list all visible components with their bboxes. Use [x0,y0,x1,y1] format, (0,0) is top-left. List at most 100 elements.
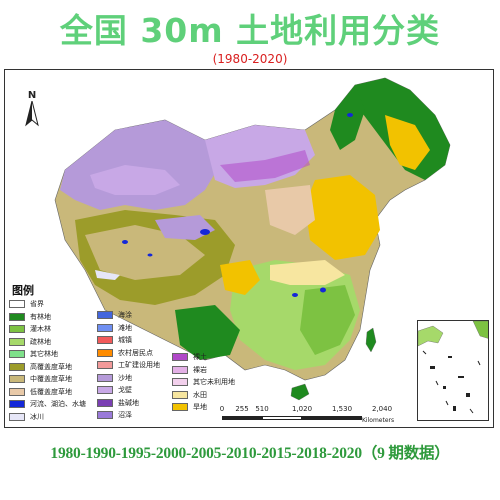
legend-item: 沼泽 [97,410,132,421]
legend-label: 农村居民点 [118,348,153,357]
inset-coast-east [472,321,488,339]
legend-swatch [172,378,188,386]
scale-bar-segment [262,416,302,420]
north-arrow: N [20,90,44,131]
legend-item: 旱地 [172,402,207,413]
legend-item: 有林地 [9,312,51,323]
legend-swatch [97,398,113,407]
legend-item: 农村居民点 [97,348,153,359]
legend-label: 海涂 [118,311,132,319]
sichuan-basin [220,260,260,295]
legend-label: 疏林地 [30,337,51,346]
northwest-desert-region [60,120,220,210]
inset-island [443,386,446,389]
tibet-lake-2 [147,253,153,257]
inset-island [458,376,464,378]
hulun-lake [347,113,353,117]
south-china-sea-inset-map [418,321,488,414]
china-land-use-map [54,77,451,401]
legend-label: 河流、湖泊、水塘 [30,400,86,408]
northeast-farmland [385,115,430,170]
legend-swatch [9,325,25,333]
legend-swatch [97,373,113,382]
legend-label: 灌木林 [30,325,51,333]
legend-label: 旱地 [193,403,207,411]
legend-label: 中覆盖度草地 [30,375,72,383]
scale-bar-tick-label: 2,040 [371,405,393,413]
legend-item: 省界 [9,299,44,310]
legend-item: 工矿建设用地 [97,360,160,371]
scale-bar-segment [302,416,362,420]
scale-bar-segment [222,416,262,420]
legend-swatch [9,312,25,321]
legend-item: 中覆盖度草地 [9,374,72,385]
inset-island [430,366,435,369]
legend-item: 沙地 [97,373,132,384]
map-title: 全国 30m 土地利用分类 [59,11,441,50]
north-china-plain [305,175,380,260]
poyang-lake [320,287,326,293]
legend-item: 低覆盖度草地 [9,387,72,398]
legend-label: 有林地 [30,312,51,321]
legend-item: 水田 [172,390,207,401]
greater-khingan-forest [330,85,365,150]
legend-label: 高覆盖度草地 [30,362,72,371]
legend-swatch [9,362,25,371]
inset-island [466,393,470,397]
glacier-area [95,270,120,280]
scale-bar-units: Kilometers [362,417,395,424]
legend-swatch [172,365,188,374]
legend-item: 盐碱地 [97,398,139,409]
legend-swatch [172,353,188,361]
legend-swatch [97,348,113,357]
yangtze-farmland [270,260,345,285]
legend-item: 戈壁 [97,385,132,396]
legend-label: 低覆盖度草地 [30,387,72,396]
tibet-lake-1 [122,240,128,244]
legend-label: 其它林地 [30,350,58,358]
north-arrow-label: N [27,90,37,101]
legend-item: 裸岩 [172,365,207,376]
legend-swatch [9,300,25,308]
scale-bar: 0 255 510 1,020 1,530 2,040 Kilometers [219,405,422,425]
scale-bar-tick-label: 1,530 [331,405,353,413]
legend-item: 城镇 [97,335,132,346]
scale-bar-tick-label: 510 [255,405,269,413]
legend-item: 河流、湖泊、水塘 [9,399,86,410]
legend-item: 疏林地 [9,337,51,348]
legend-label: 沙地 [118,373,132,382]
legend-label: 其它未利用地 [193,378,235,386]
legend-label: 裸土 [193,353,207,361]
yellow-river-basin [265,185,315,235]
legend-swatch [9,400,25,408]
scale-bar-tick-label: 0 [219,405,225,413]
south-china-sea-inset [417,320,489,421]
data-periods-footer: 1980-1990-1995-2000-2005-2010-2015-2018-… [50,445,450,462]
legend-item: 灌木林 [9,324,51,335]
legend-swatch [97,336,113,344]
inset-island [448,356,452,358]
legend-label: 盐碱地 [118,398,139,407]
legend-swatch [172,390,188,399]
legend-label: 省界 [30,300,44,308]
legend-item: 海涂 [97,310,132,321]
legend-swatch [9,337,25,346]
scale-bar-tick-label: 255 [235,405,249,413]
qinghai-purple-patch [155,215,215,240]
legend-item: 冰川 [9,412,44,423]
inset-dash-line [422,350,481,414]
legend-label: 工矿建设用地 [118,361,160,369]
qinghai-lake [200,229,210,235]
legend-label: 沼泽 [118,411,132,419]
legend-label: 滩地 [118,323,132,332]
legend-swatch [97,411,113,419]
legend-swatch [9,375,25,383]
map-subtitle: (1980-2020) [212,52,288,66]
tibet-low-grass [85,225,205,280]
legend-label: 裸岩 [193,365,207,374]
legend-title: 图例 [12,284,34,297]
legend-label: 城镇 [118,336,132,344]
legend-item: 其它林地 [9,349,58,360]
legend-swatch [9,412,25,421]
legend-swatch [9,387,25,396]
